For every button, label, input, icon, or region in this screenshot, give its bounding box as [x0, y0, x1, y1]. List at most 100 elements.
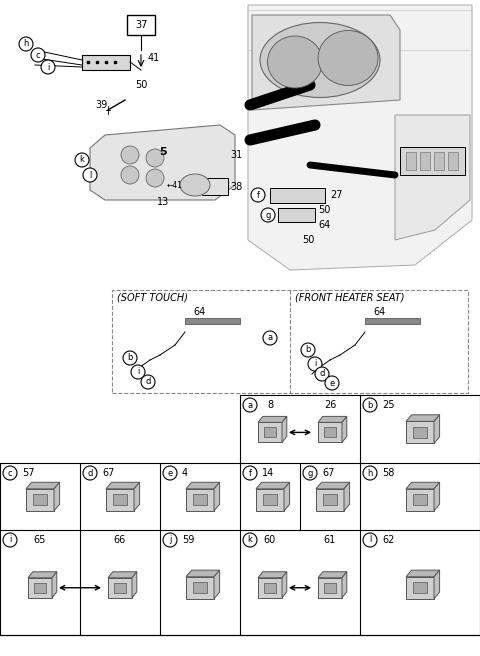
Text: k: k — [248, 535, 252, 544]
Polygon shape — [406, 570, 440, 577]
Text: i: i — [9, 535, 11, 544]
Text: 67: 67 — [322, 468, 335, 478]
Bar — [264, 583, 276, 593]
Bar — [127, 15, 155, 35]
Polygon shape — [214, 570, 219, 599]
Polygon shape — [434, 482, 440, 511]
Polygon shape — [316, 489, 344, 511]
Circle shape — [301, 343, 315, 357]
Ellipse shape — [318, 30, 378, 85]
Circle shape — [163, 533, 177, 547]
Text: j: j — [169, 535, 171, 544]
Polygon shape — [258, 572, 287, 578]
Text: a: a — [247, 401, 252, 409]
Ellipse shape — [260, 22, 380, 98]
Circle shape — [41, 60, 55, 74]
Bar — [278, 208, 315, 222]
Text: ←41: ←41 — [167, 182, 183, 190]
Ellipse shape — [180, 174, 210, 196]
Text: 4: 4 — [182, 468, 188, 478]
Text: c: c — [8, 468, 12, 478]
Circle shape — [325, 376, 339, 390]
Text: 41: 41 — [148, 53, 160, 63]
Circle shape — [3, 533, 17, 547]
Circle shape — [75, 153, 89, 167]
Polygon shape — [186, 482, 219, 489]
Polygon shape — [318, 417, 347, 422]
Bar — [33, 495, 47, 505]
Text: b: b — [305, 346, 311, 354]
Ellipse shape — [267, 36, 323, 88]
Polygon shape — [434, 415, 440, 443]
Polygon shape — [54, 482, 60, 511]
Text: 62: 62 — [382, 535, 395, 545]
Text: f: f — [249, 468, 252, 478]
Text: (SOFT TOUCH): (SOFT TOUCH) — [117, 293, 188, 303]
Circle shape — [363, 466, 377, 480]
Circle shape — [141, 375, 155, 389]
Text: 59: 59 — [182, 535, 194, 545]
Text: d: d — [87, 468, 93, 478]
Polygon shape — [186, 489, 214, 511]
Text: 57: 57 — [22, 468, 35, 478]
Bar — [202, 178, 228, 195]
Text: 13: 13 — [157, 197, 169, 207]
Polygon shape — [318, 422, 342, 442]
Polygon shape — [406, 415, 440, 421]
Polygon shape — [282, 417, 287, 442]
Bar — [193, 583, 207, 593]
Bar — [323, 495, 337, 505]
Text: 65: 65 — [34, 535, 46, 545]
Text: 25: 25 — [382, 400, 395, 410]
Text: 50: 50 — [318, 205, 330, 215]
Circle shape — [31, 48, 45, 62]
Circle shape — [121, 146, 139, 164]
Polygon shape — [258, 578, 282, 598]
Text: l: l — [369, 535, 371, 544]
Bar — [406, 152, 416, 170]
Polygon shape — [284, 482, 289, 511]
Text: h: h — [367, 468, 372, 478]
Text: a: a — [267, 333, 273, 342]
Polygon shape — [252, 15, 400, 110]
Polygon shape — [134, 482, 140, 511]
Polygon shape — [28, 578, 52, 598]
Text: l: l — [89, 171, 91, 180]
Text: 38: 38 — [230, 182, 242, 192]
Text: 64: 64 — [374, 307, 386, 317]
Text: 26: 26 — [324, 400, 336, 410]
Circle shape — [308, 357, 322, 371]
Bar — [400, 147, 465, 175]
Circle shape — [251, 188, 265, 202]
Bar — [434, 152, 444, 170]
Bar — [448, 152, 458, 170]
Text: 64: 64 — [318, 220, 330, 230]
Circle shape — [121, 166, 139, 184]
Circle shape — [363, 533, 377, 547]
Circle shape — [19, 37, 33, 51]
Text: 14: 14 — [262, 468, 274, 478]
Circle shape — [263, 331, 277, 345]
Text: 39: 39 — [95, 100, 107, 110]
Text: d: d — [319, 369, 324, 379]
Polygon shape — [434, 570, 440, 599]
Text: i: i — [137, 367, 139, 377]
Text: 5: 5 — [159, 147, 167, 157]
Polygon shape — [186, 577, 214, 599]
Text: i: i — [47, 62, 49, 72]
Text: f: f — [256, 190, 260, 199]
Text: g: g — [265, 211, 271, 220]
Text: 50: 50 — [302, 235, 314, 245]
Text: e: e — [329, 379, 335, 388]
Circle shape — [315, 367, 329, 381]
Text: 61: 61 — [324, 535, 336, 545]
Text: e: e — [168, 468, 173, 478]
Polygon shape — [406, 421, 434, 443]
Text: 27: 27 — [330, 190, 343, 200]
Text: 50: 50 — [135, 80, 147, 90]
Text: b: b — [367, 401, 372, 409]
Text: b: b — [127, 354, 132, 363]
Bar — [420, 152, 430, 170]
Bar — [82, 55, 130, 70]
Bar — [365, 318, 420, 324]
